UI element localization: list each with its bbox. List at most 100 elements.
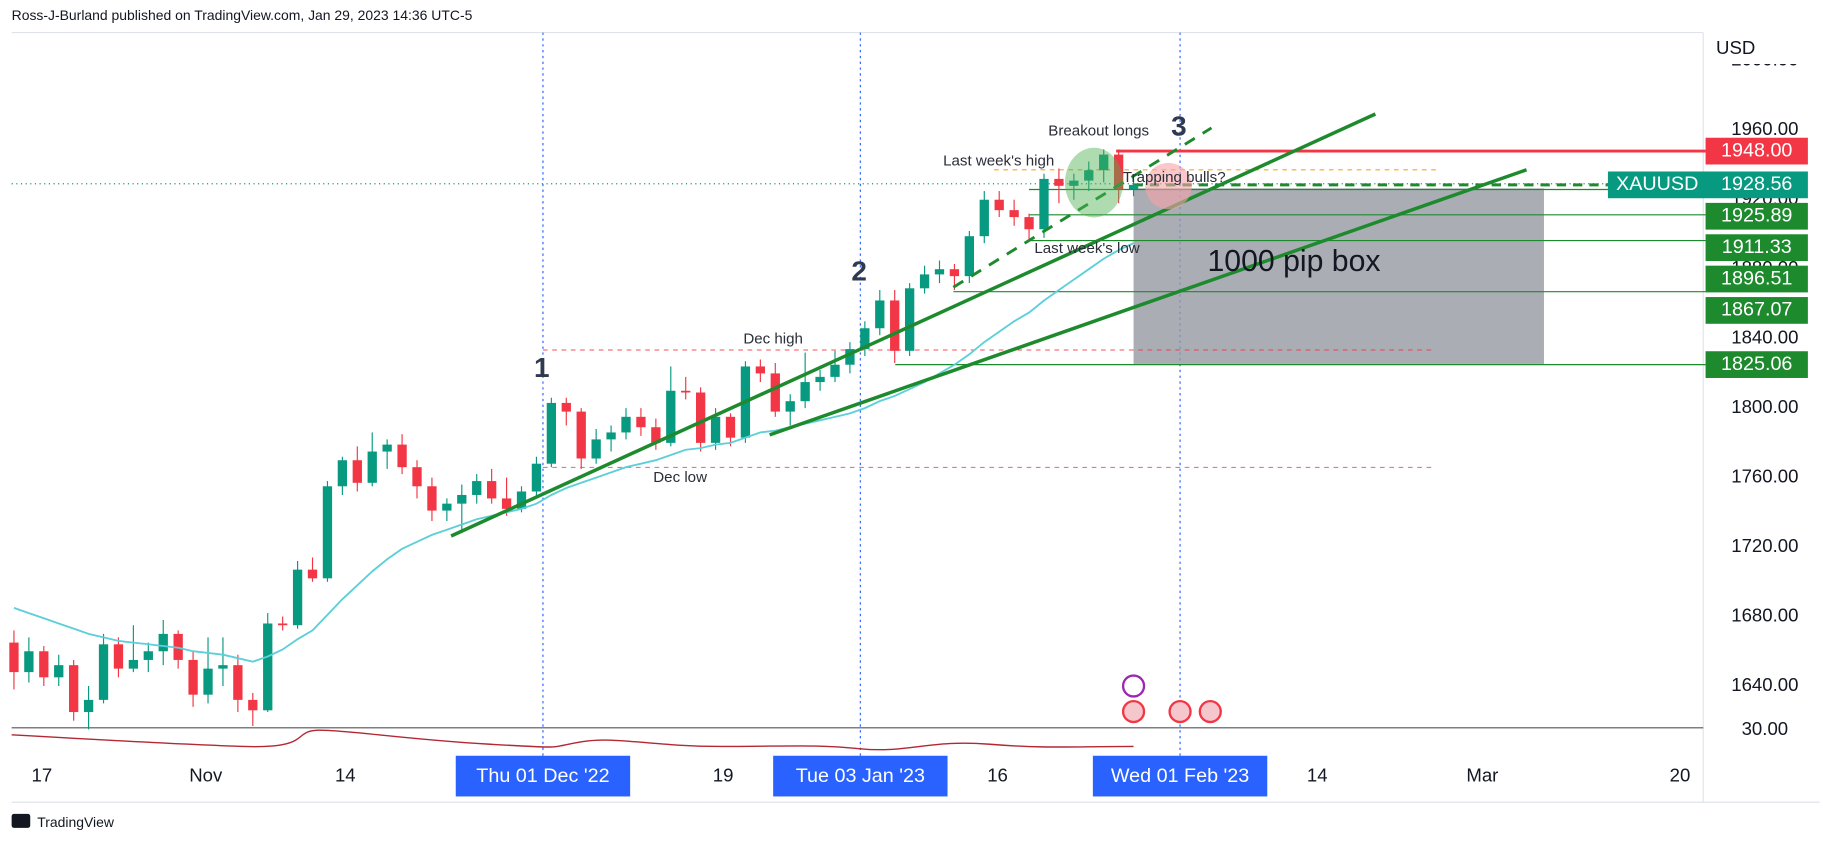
candle-body <box>397 444 407 468</box>
event-icon <box>1121 699 1146 724</box>
date-badge <box>773 755 948 797</box>
trendline <box>769 168 1528 437</box>
level-tag <box>1705 351 1808 378</box>
candle-body <box>427 486 437 511</box>
level-label: 1948.00 <box>1721 139 1792 161</box>
pip-box <box>1133 188 1544 364</box>
candle-body <box>815 376 825 383</box>
candle-body <box>83 699 94 713</box>
candle-body <box>367 451 377 483</box>
candle-body <box>904 288 915 351</box>
candle-body <box>352 460 362 483</box>
candle-body <box>949 269 960 277</box>
annotation: 1 <box>534 352 550 383</box>
x-tick-label: 20 <box>1670 765 1691 786</box>
indicator-label: 30.00 <box>1742 718 1789 739</box>
x-tick-label: Nov <box>189 765 223 786</box>
level-label: 1925.89 <box>1721 204 1792 226</box>
x-tick-label: 16 <box>987 765 1008 786</box>
date-badge <box>455 755 631 797</box>
trendline <box>450 112 1377 538</box>
currency: USD <box>1716 37 1755 58</box>
level-tag <box>1705 234 1808 262</box>
candle-body <box>158 633 168 652</box>
candle-body <box>457 494 467 504</box>
candle-body <box>919 274 930 289</box>
candle-body <box>636 416 646 428</box>
candle-body <box>128 659 139 669</box>
candle-body <box>591 439 601 459</box>
ema-line <box>13 242 1134 663</box>
candle-body <box>725 416 736 438</box>
candle-body <box>188 659 198 695</box>
candle-body <box>322 486 333 579</box>
candle-body <box>1069 180 1079 186</box>
candle-body <box>845 349 855 365</box>
candle-body <box>666 390 676 443</box>
candle-body <box>681 390 691 393</box>
candle-body <box>382 444 392 452</box>
indicator-line <box>11 729 1134 751</box>
level-label: 1896.51 <box>1721 267 1792 289</box>
highlight <box>1064 147 1124 218</box>
x-tick-label: 14 <box>1307 765 1328 786</box>
candle-body <box>292 569 303 626</box>
level-tag <box>1705 297 1808 324</box>
x-tick-label: Tue 03 Jan '23 <box>796 765 925 787</box>
candle-body <box>1009 210 1019 218</box>
candle-body <box>651 427 661 443</box>
x-tick-label: 19 <box>713 765 734 786</box>
x-tick-label: Thu 01 Dec '22 <box>476 765 609 787</box>
candle-body <box>755 366 766 374</box>
candle-body <box>890 300 900 351</box>
candle-body <box>770 373 780 412</box>
annotation: 2 <box>851 256 867 287</box>
candle-body <box>1039 178 1049 230</box>
x-tick-label: Wed 01 Feb '23 <box>1111 765 1249 787</box>
annotation: 1000 pip box <box>1207 245 1380 278</box>
candle-body <box>1054 178 1064 186</box>
candle-body <box>442 503 452 511</box>
level-tag <box>1705 137 1808 165</box>
highlight <box>1145 162 1192 210</box>
level-label: 1928.56 <box>1721 173 1792 195</box>
candle-body <box>24 651 34 673</box>
annotation: Last week's high <box>943 153 1054 170</box>
candle-body <box>39 651 49 678</box>
candle-body <box>606 432 616 440</box>
annotation: Last week's low <box>1034 240 1139 257</box>
y-tick-label: 1800.00 <box>1731 396 1798 417</box>
candle-body <box>576 411 586 459</box>
y-tick-label: 1680.00 <box>1731 604 1798 625</box>
candle-body <box>1099 154 1109 171</box>
date-badge <box>1092 755 1268 797</box>
candle-body <box>113 644 124 669</box>
event-icon <box>1121 674 1146 698</box>
annotation: Dec low <box>653 469 707 486</box>
candle-body <box>9 642 19 673</box>
candle-body <box>710 416 721 443</box>
candle-body <box>233 665 243 700</box>
candle-body <box>994 199 1004 211</box>
level-tag <box>1705 202 1808 230</box>
candle-body <box>337 460 348 487</box>
candle-body <box>278 623 288 626</box>
candle-body <box>561 402 571 412</box>
axis-cover <box>1704 33 1821 64</box>
level-label: 1867.07 <box>1721 299 1792 321</box>
x-tick-label: 14 <box>335 765 356 786</box>
level-tag <box>1705 265 1808 293</box>
y-tick-label: 1840.00 <box>1731 327 1798 348</box>
annotation: Dec high <box>743 331 803 348</box>
candle-body <box>621 416 631 433</box>
candle-body <box>800 382 810 402</box>
candle-body <box>964 236 975 277</box>
y-tick-label: 1720.00 <box>1731 535 1798 556</box>
level-label: 1911.33 <box>1722 236 1792 258</box>
candle-body <box>546 402 557 464</box>
event-icon <box>1198 699 1222 724</box>
candle-body <box>501 498 512 509</box>
candle-body <box>1113 154 1124 190</box>
candle-body <box>143 651 153 660</box>
y-tick-label: 1960.00 <box>1731 118 1798 139</box>
